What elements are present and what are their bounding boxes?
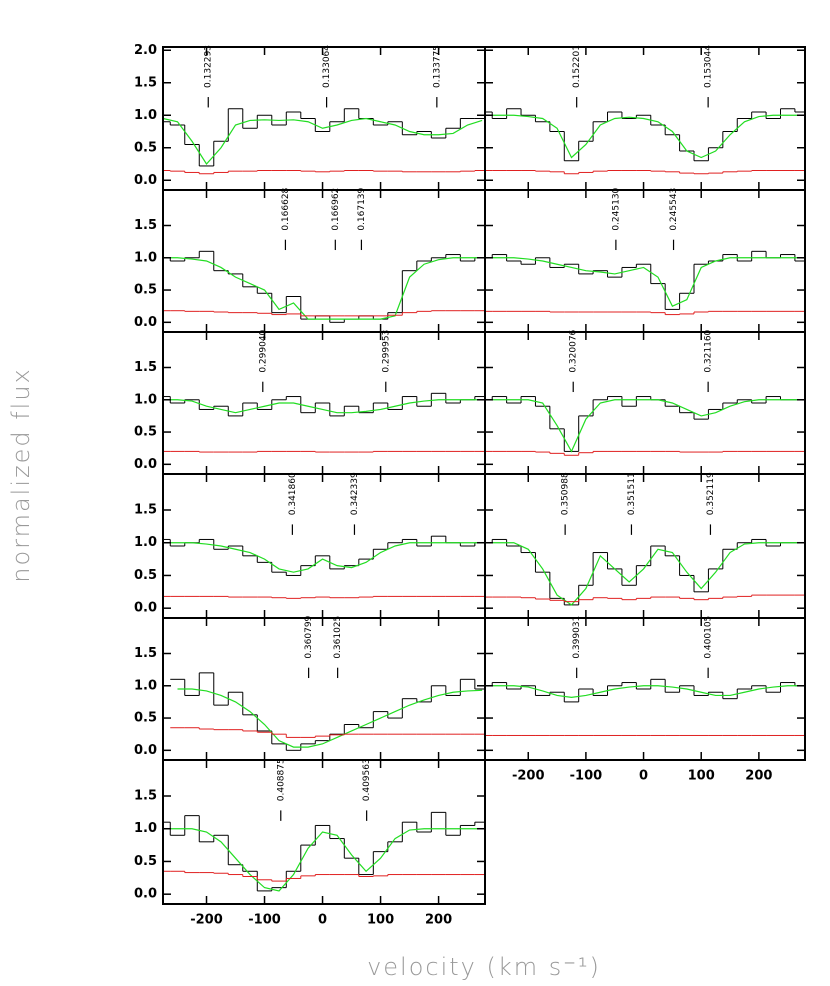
line-label: 0.133064 [322, 45, 332, 88]
panel-frame [162, 617, 486, 761]
x-tick-label: 0 [318, 913, 327, 928]
panel [485, 396, 805, 456]
line-label: 0.360799 [304, 615, 314, 658]
model-line [485, 685, 803, 698]
x-tick-label: 200 [425, 913, 452, 928]
model-line [177, 688, 483, 748]
line-label: 0.351511 [627, 472, 637, 515]
y-tick-label: 1.5 [134, 75, 157, 90]
x-tick-label: -200 [512, 769, 545, 784]
y-tick-label: 1.0 [134, 250, 157, 265]
y-tick-label: 1.5 [134, 503, 157, 518]
x-tick-label: 100 [688, 769, 715, 784]
step-connector [198, 451, 374, 453]
y-axis-title: normalized flux [7, 367, 35, 583]
line-label: 0.400105 [704, 616, 714, 659]
line-label: 0.166628 [281, 187, 291, 230]
y-tick-label: 0.5 [134, 425, 157, 440]
y-tick-label: 1.0 [134, 535, 157, 550]
y-tick-label: 0.5 [134, 854, 157, 869]
y-tick-label: 0.5 [134, 568, 157, 583]
line-label: 0.399031 [572, 616, 582, 659]
panel [163, 535, 485, 599]
line-label: 0.320076 [569, 329, 579, 372]
x-axis-title: velocity (km s⁻¹) [367, 953, 601, 981]
model-line [485, 257, 803, 307]
model-line [163, 828, 483, 892]
line-label: 0.245543 [669, 188, 679, 231]
line-label: 0.153044 [704, 45, 714, 88]
model-line [163, 542, 483, 573]
x-tick-label: 100 [367, 913, 394, 928]
model-line [485, 399, 803, 453]
line-label: 0.352119 [706, 472, 716, 515]
model-line [163, 117, 483, 165]
panel [163, 108, 485, 175]
panel-frame [162, 759, 486, 905]
x-tick-label: 0 [639, 769, 648, 784]
panel [170, 672, 485, 751]
model-line [163, 399, 483, 414]
model-line [485, 542, 803, 606]
y-tick-label: 0.5 [134, 283, 157, 298]
line-label: 0.167139 [357, 187, 367, 230]
y-tick-label: 1.5 [134, 646, 157, 661]
line-label: 0.166962 [331, 188, 341, 231]
y-tick-label: 1.0 [134, 678, 157, 693]
panel-frame [484, 473, 806, 619]
step-connector [169, 812, 476, 891]
model-line [163, 257, 483, 320]
line-label: 0.341860 [288, 472, 298, 515]
line-label: 0.245130 [611, 187, 621, 230]
y-tick-label: 1.0 [134, 821, 157, 836]
line-label: 0.132293 [204, 45, 214, 88]
panel [163, 811, 485, 892]
x-tick-label: 200 [745, 769, 772, 784]
panel [485, 538, 805, 606]
y-tick-label: 0.0 [134, 887, 157, 902]
y-tick-label: 0.0 [134, 315, 157, 330]
y-tick-label: 1.5 [134, 218, 157, 233]
step-connector [184, 672, 476, 751]
step-connector [169, 108, 461, 166]
line-label: 0.299953 [381, 330, 391, 373]
panel-frame [484, 617, 806, 761]
x-tick-label: -100 [570, 769, 603, 784]
step-connector [169, 393, 476, 416]
y-tick-label: 0.0 [134, 173, 157, 188]
step-connector [491, 396, 781, 452]
y-tick-label: 2.0 [134, 43, 157, 58]
line-label: 0.321160 [704, 329, 714, 372]
y-tick-label: 1.5 [134, 360, 157, 375]
panel [163, 250, 485, 323]
line-label: 0.408875 [276, 758, 286, 801]
step-connector [491, 108, 796, 161]
y-tick-label: 1.0 [134, 392, 157, 407]
panel [163, 392, 485, 453]
line-label: 0.342339 [350, 472, 360, 515]
y-tick-label: 1.5 [134, 789, 157, 804]
y-tick-label: 1.0 [134, 108, 157, 123]
panel [485, 678, 805, 736]
line-label: 0.350988 [561, 472, 571, 515]
y-tick-label: 0.0 [134, 743, 157, 758]
step-connector [534, 170, 753, 174]
line-label: 0.152201 [572, 45, 582, 88]
y-tick-label: 0.0 [134, 457, 157, 472]
panel [485, 108, 805, 175]
panel [485, 250, 805, 316]
line-label: 0.133775 [432, 45, 442, 88]
step-connector [198, 727, 345, 738]
line-label: 0.409563 [362, 758, 372, 801]
y-tick-label: 0.5 [134, 140, 157, 155]
y-tick-label: 0.0 [134, 601, 157, 616]
y-tick-label: 0.5 [134, 711, 157, 726]
model-line [485, 114, 803, 159]
x-tick-label: -100 [248, 913, 281, 928]
x-tick-label: -200 [190, 913, 223, 928]
line-label: 0.299040 [258, 329, 268, 372]
line-label: 0.361025 [333, 616, 343, 659]
panel-frame [484, 189, 806, 333]
